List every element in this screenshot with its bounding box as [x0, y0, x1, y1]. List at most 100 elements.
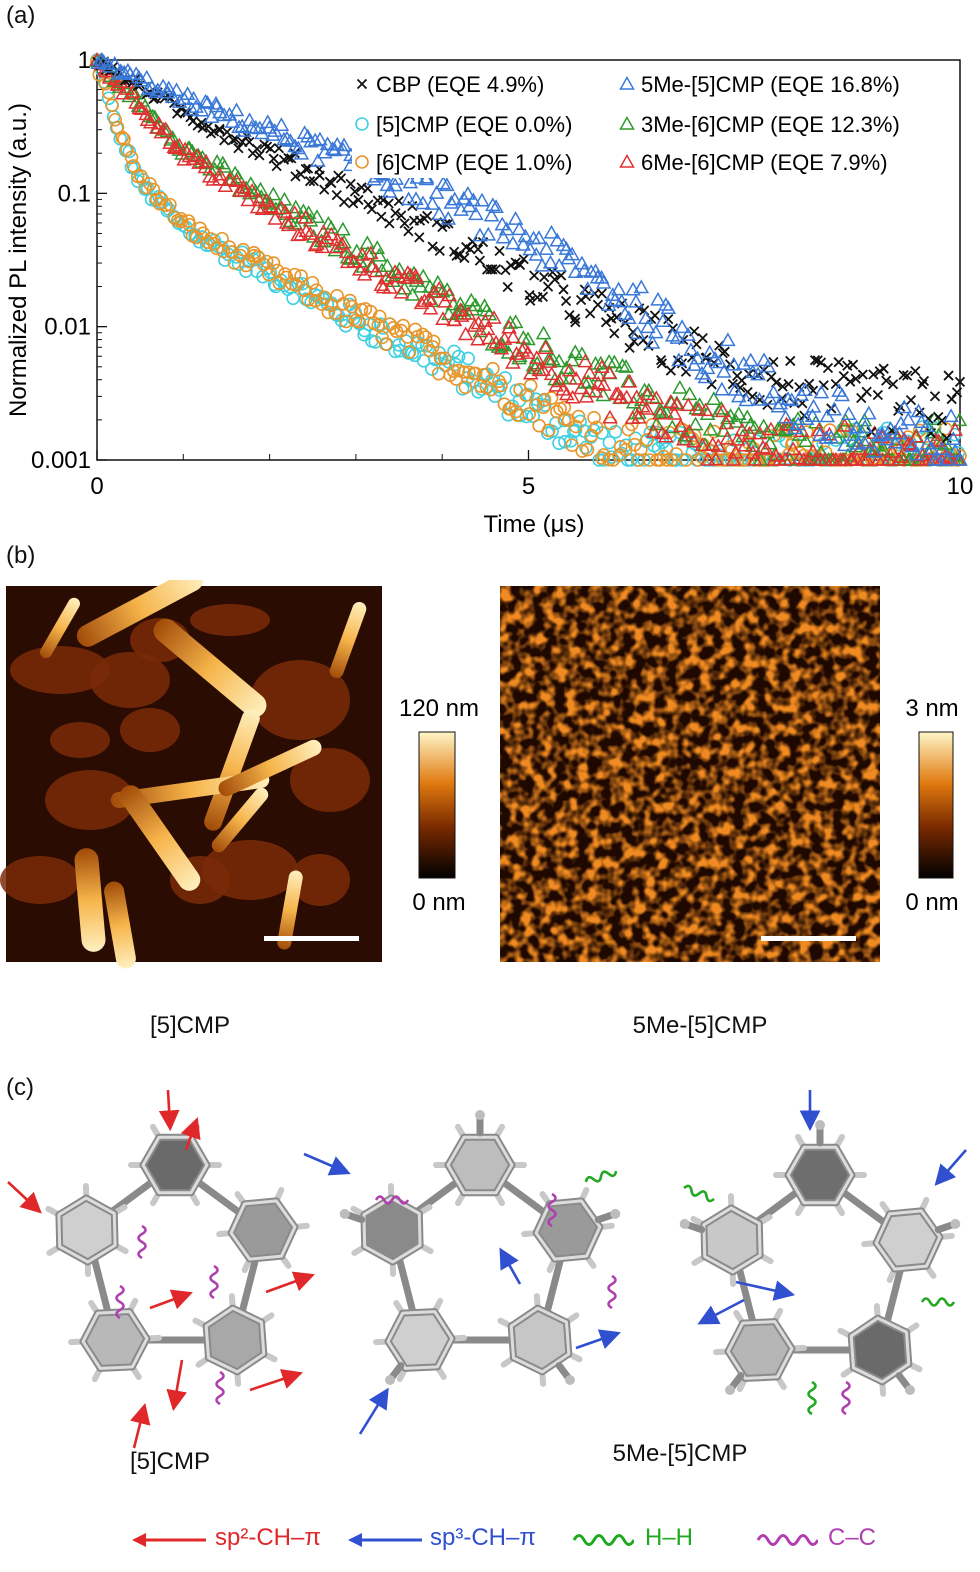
- data-point: [923, 441, 940, 455]
- legend-label: 5Me-[5]CMP (EQE 16.8%): [641, 72, 900, 97]
- data-point: [643, 425, 658, 440]
- data-point: [505, 354, 521, 369]
- data-point: [676, 431, 692, 446]
- y-tick-label: 0.01: [44, 314, 91, 341]
- data-point: [666, 405, 683, 420]
- data-point: [639, 386, 656, 401]
- data-point: [671, 352, 687, 367]
- panel-label-c: (c): [6, 1074, 34, 1101]
- data-point: [349, 186, 361, 197]
- data-point: [634, 442, 648, 457]
- data-point: [535, 362, 551, 376]
- key-sp3-label: sp³-CH–π: [430, 1524, 536, 1551]
- data-point: [797, 382, 813, 396]
- afm-rod: [204, 709, 260, 831]
- data-point: [287, 267, 302, 282]
- data-point: [336, 234, 352, 249]
- data-point: [777, 451, 793, 466]
- data-point: [286, 291, 300, 306]
- data-point: [870, 427, 887, 442]
- data-point: [221, 126, 233, 138]
- data-point: [845, 376, 856, 387]
- data-point: [858, 451, 875, 466]
- interaction-wave: [683, 1184, 715, 1203]
- data-point: [470, 315, 487, 330]
- data-point: [396, 210, 407, 221]
- data-point: [840, 406, 857, 420]
- data-point: [307, 132, 323, 147]
- data-point: [343, 293, 357, 308]
- data-point: [424, 196, 441, 210]
- data-point: [539, 271, 550, 283]
- data-point: [336, 296, 351, 311]
- interaction-wave: [584, 1170, 618, 1183]
- data-point: [716, 364, 732, 378]
- afm-grain: [50, 722, 110, 758]
- data-point: [658, 428, 674, 443]
- data-point: [934, 441, 950, 455]
- data-point: [267, 211, 283, 225]
- panel-label-b: (b): [6, 542, 36, 569]
- data-point: [569, 419, 583, 434]
- data-point: [879, 431, 895, 446]
- data-point: [861, 405, 877, 420]
- data-point: [408, 191, 424, 206]
- benzene-ring-highlight: [702, 1206, 762, 1274]
- data-point: [211, 166, 228, 181]
- data-point: [268, 153, 279, 164]
- data-point: [601, 365, 617, 379]
- data-point: [575, 444, 590, 458]
- data-point: [336, 137, 352, 152]
- data-point: [298, 223, 315, 238]
- structure-caption-left: [5]CMP: [129, 1448, 210, 1475]
- data-point: [434, 245, 445, 256]
- data-point: [609, 328, 620, 339]
- interaction-arrow: [166, 1359, 187, 1412]
- data-point: [431, 206, 447, 221]
- data-point: [951, 387, 963, 398]
- methyl-group: [565, 1375, 575, 1385]
- data-point: [785, 435, 800, 450]
- data-point: [263, 200, 280, 215]
- interaction-arrow: [265, 1271, 315, 1294]
- data-point: [236, 123, 252, 137]
- data-point: [542, 254, 559, 269]
- data-point: [547, 266, 558, 278]
- data-point: [699, 360, 716, 375]
- data-point: [345, 299, 359, 314]
- interaction-wave: [215, 1370, 225, 1406]
- data-point: [416, 293, 433, 307]
- data-point: [452, 296, 469, 311]
- y-axis-label: Normalized PL intensity (a.u.): [5, 103, 32, 417]
- data-point: [321, 305, 336, 320]
- data-point: [412, 278, 429, 293]
- data-point: [669, 396, 685, 411]
- data-point: [621, 310, 637, 325]
- data-point: [378, 337, 393, 351]
- data-point: [314, 297, 329, 311]
- data-point: [185, 151, 202, 166]
- methyl-group: [339, 1208, 350, 1219]
- data-point: [536, 400, 551, 414]
- data-point: [486, 361, 500, 376]
- data-point: [351, 261, 368, 276]
- legend-bg: [352, 70, 604, 100]
- data-point: [101, 58, 118, 73]
- data-point: [476, 368, 491, 382]
- data-point: [400, 330, 415, 344]
- data-point: [329, 239, 345, 254]
- interaction-arrow: [158, 1089, 180, 1132]
- data-point: [199, 95, 216, 109]
- data-point: [433, 351, 448, 366]
- interaction-arrow: [575, 1329, 621, 1350]
- y-tick-label: 0.1: [58, 180, 91, 207]
- data-point: [826, 401, 842, 416]
- afm-rod: [119, 785, 201, 891]
- afm-caption-left: [5]CMP: [149, 1012, 230, 1039]
- data-point: [243, 176, 259, 190]
- data-point: [443, 194, 460, 209]
- data-point: [750, 366, 766, 381]
- data-point: [535, 325, 552, 340]
- data-point: [439, 177, 455, 192]
- data-point: [208, 95, 224, 110]
